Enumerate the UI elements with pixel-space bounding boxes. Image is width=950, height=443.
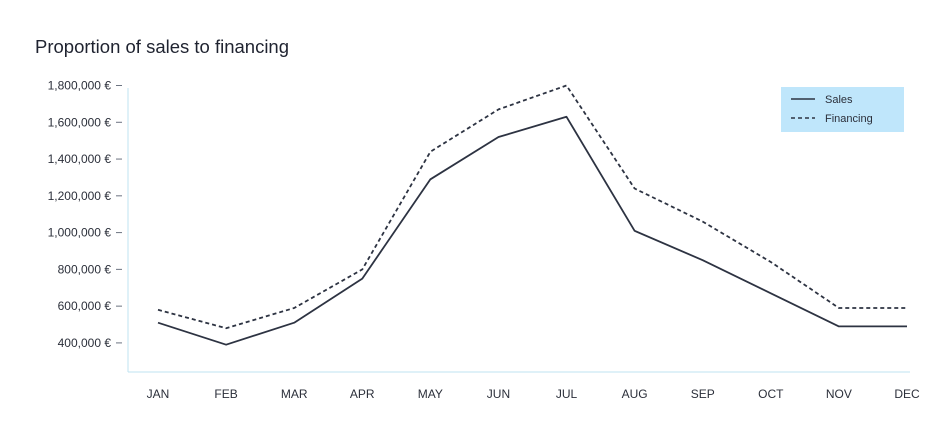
- y-tick-label: 1,600,000 €: [48, 115, 112, 129]
- x-tick-label: JAN: [147, 387, 170, 401]
- y-tick-label: 800,000 €: [58, 262, 112, 276]
- x-tick-label: JUN: [487, 387, 510, 401]
- chart-title: Proportion of sales to financing: [35, 36, 290, 57]
- y-tick-label: 1,800,000 €: [48, 79, 112, 93]
- x-axis-ticks: JAN FEB MAR APR MAY JUN JUL AUG SEP OCT NOV DEC: [147, 387, 920, 401]
- x-tick-label: DEC: [894, 387, 920, 401]
- legend: Sales Financing: [781, 87, 904, 132]
- series-lines: [157, 84, 907, 346]
- y-axis-ticks: 400,000 € 600,000 € 800,000 € 1,000,000 € 1,…: [48, 79, 122, 350]
- x-tick-label: OCT: [758, 387, 784, 401]
- x-tick-label: APR: [350, 387, 375, 401]
- y-tick-label: 1,400,000 €: [48, 152, 112, 166]
- x-tick-label: AUG: [622, 387, 648, 401]
- y-tick-label: 1,200,000 €: [48, 189, 112, 203]
- axes: [127, 88, 910, 373]
- x-tick-label: JUL: [556, 387, 578, 401]
- y-tick-label: 600,000 €: [58, 299, 112, 313]
- legend-label-financing: Financing: [825, 113, 873, 125]
- legend-label-sales: Sales: [825, 94, 853, 106]
- legend-background: [781, 87, 904, 132]
- x-tick-label: MAR: [281, 387, 308, 401]
- x-tick-label: SEP: [691, 387, 715, 401]
- x-tick-label: FEB: [214, 387, 237, 401]
- x-tick-label: MAY: [418, 387, 443, 401]
- y-tick-label: 400,000 €: [58, 336, 112, 350]
- series-line-financing: [157, 84, 907, 330]
- series-line-sales: [157, 115, 907, 346]
- x-tick-label: NOV: [826, 387, 852, 401]
- y-tick-label: 1,000,000 €: [48, 226, 112, 240]
